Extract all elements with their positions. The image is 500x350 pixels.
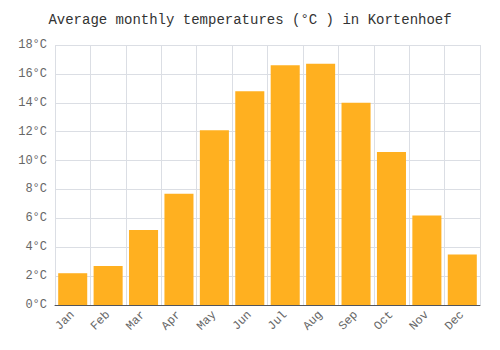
svg-text:Jan: Jan — [53, 308, 78, 333]
svg-text:Jul: Jul — [265, 308, 290, 333]
svg-text:Sep: Sep — [336, 308, 361, 333]
svg-text:Oct: Oct — [371, 308, 396, 333]
svg-text:12°C: 12°C — [18, 125, 47, 139]
svg-text:Jun: Jun — [230, 308, 255, 333]
svg-text:Average monthly temperatures (: Average monthly temperatures (°C ) in Ko… — [48, 12, 451, 28]
svg-text:Mar: Mar — [123, 308, 148, 333]
svg-text:6°C: 6°C — [25, 211, 47, 225]
svg-text:14°C: 14°C — [18, 96, 47, 110]
svg-text:Apr: Apr — [159, 308, 184, 333]
svg-text:May: May — [194, 308, 219, 333]
svg-text:Feb: Feb — [88, 308, 113, 333]
svg-text:Aug: Aug — [300, 308, 325, 333]
svg-text:2°C: 2°C — [25, 269, 47, 283]
svg-text:10°C: 10°C — [18, 154, 47, 168]
svg-text:8°C: 8°C — [25, 182, 47, 196]
svg-text:0°C: 0°C — [25, 298, 47, 312]
svg-text:Dec: Dec — [442, 308, 467, 333]
svg-text:4°C: 4°C — [25, 240, 47, 254]
svg-text:Nov: Nov — [407, 308, 432, 333]
svg-text:16°C: 16°C — [18, 67, 47, 81]
svg-text:18°C: 18°C — [18, 38, 47, 52]
